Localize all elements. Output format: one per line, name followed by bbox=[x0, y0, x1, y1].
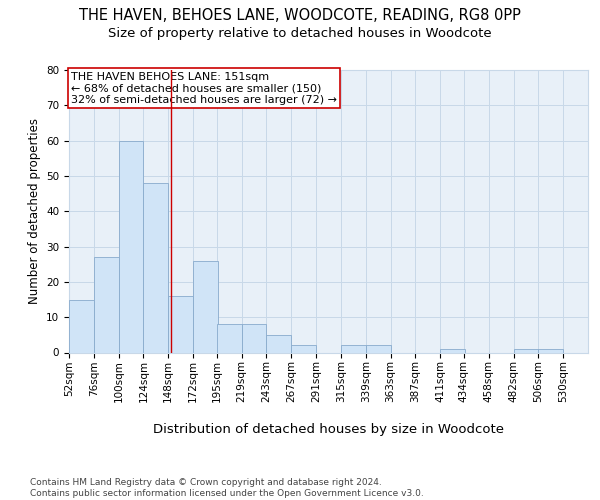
Text: THE HAVEN BEHOES LANE: 151sqm
← 68% of detached houses are smaller (150)
32% of : THE HAVEN BEHOES LANE: 151sqm ← 68% of d… bbox=[71, 72, 337, 105]
Bar bbox=[266, 335, 291, 352]
Bar bbox=[193, 260, 218, 352]
Y-axis label: Number of detached properties: Number of detached properties bbox=[28, 118, 41, 304]
Bar bbox=[217, 324, 242, 352]
Bar bbox=[119, 140, 143, 352]
Bar bbox=[440, 349, 465, 352]
Bar bbox=[69, 300, 94, 352]
Bar bbox=[514, 349, 538, 352]
Bar bbox=[242, 324, 266, 352]
Bar bbox=[94, 257, 119, 352]
Bar bbox=[143, 183, 168, 352]
Bar bbox=[168, 296, 193, 352]
Text: Distribution of detached houses by size in Woodcote: Distribution of detached houses by size … bbox=[154, 422, 504, 436]
Text: THE HAVEN, BEHOES LANE, WOODCOTE, READING, RG8 0PP: THE HAVEN, BEHOES LANE, WOODCOTE, READIN… bbox=[79, 8, 521, 22]
Text: Contains HM Land Registry data © Crown copyright and database right 2024.
Contai: Contains HM Land Registry data © Crown c… bbox=[30, 478, 424, 498]
Bar bbox=[341, 346, 366, 352]
Bar bbox=[538, 349, 563, 352]
Bar bbox=[291, 346, 316, 352]
Text: Size of property relative to detached houses in Woodcote: Size of property relative to detached ho… bbox=[108, 28, 492, 40]
Bar bbox=[366, 346, 391, 352]
